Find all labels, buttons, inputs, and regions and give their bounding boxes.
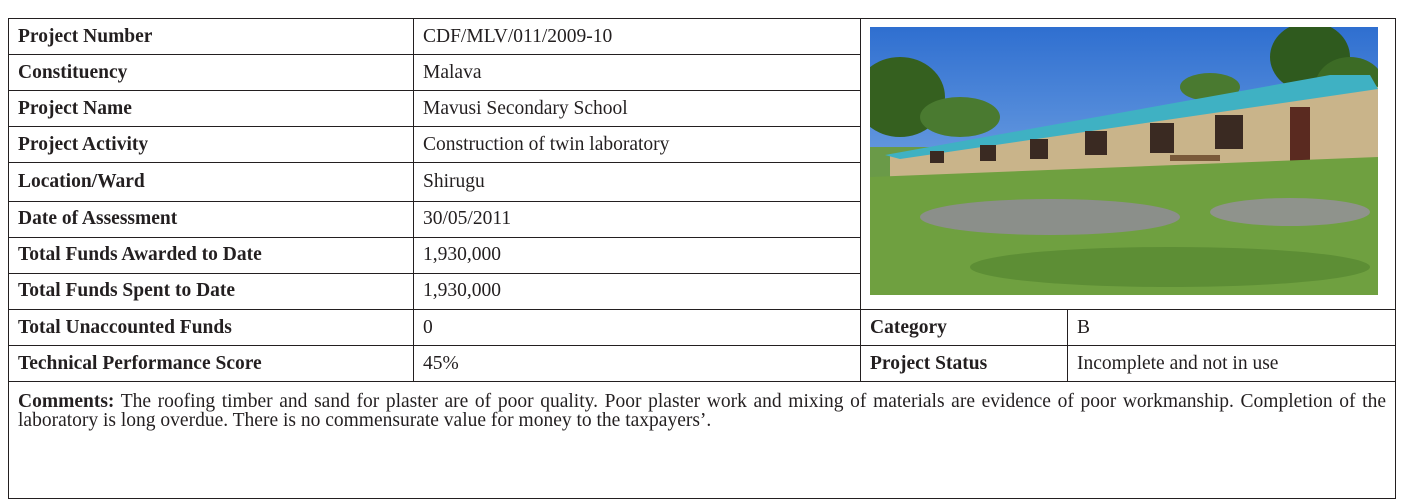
- comments-cell: Comments: The roofing timber and sand fo…: [9, 382, 1396, 499]
- label: Category: [861, 310, 1068, 346]
- value: 1,930,000: [414, 273, 861, 309]
- value: CDF/MLV/011/2009-10: [414, 19, 861, 55]
- label: Technical Performance Score: [9, 346, 414, 382]
- value: 0: [414, 310, 861, 346]
- label: Date of Assessment: [9, 201, 414, 237]
- value: Shirugu: [414, 163, 861, 201]
- label: Total Funds Spent to Date: [9, 273, 414, 309]
- comments-label: Comments:: [18, 391, 114, 412]
- comments-text: The roofing timber and sand for plaster …: [18, 391, 1386, 431]
- value: Mavusi Secondary School: [414, 91, 861, 127]
- label: Total Unaccounted Funds: [9, 310, 414, 346]
- label: Project Activity: [9, 127, 414, 163]
- value: 1,930,000: [414, 237, 861, 273]
- project-table: Project Number CDF/MLV/011/2009-10 Const…: [8, 18, 1396, 499]
- project-photo: [870, 27, 1378, 295]
- value: 45%: [414, 346, 861, 382]
- label: Constituency: [9, 55, 414, 91]
- label: Project Number: [9, 19, 414, 55]
- label: Project Status: [861, 346, 1068, 382]
- value: B: [1068, 310, 1396, 346]
- photo-cell: [861, 19, 1396, 310]
- row: Project Number CDF/MLV/011/2009-10: [9, 19, 1396, 55]
- label: Location/Ward: [9, 163, 414, 201]
- label: Total Funds Awarded to Date: [9, 237, 414, 273]
- value: Construction of twin laboratory: [414, 127, 861, 163]
- label: Project Name: [9, 91, 414, 127]
- row: Comments: The roofing timber and sand fo…: [9, 382, 1396, 499]
- value: Malava: [414, 55, 861, 91]
- page: Project Number CDF/MLV/011/2009-10 Const…: [0, 0, 1403, 488]
- value: 30/05/2011: [414, 201, 861, 237]
- value: Incomplete and not in use: [1068, 346, 1396, 382]
